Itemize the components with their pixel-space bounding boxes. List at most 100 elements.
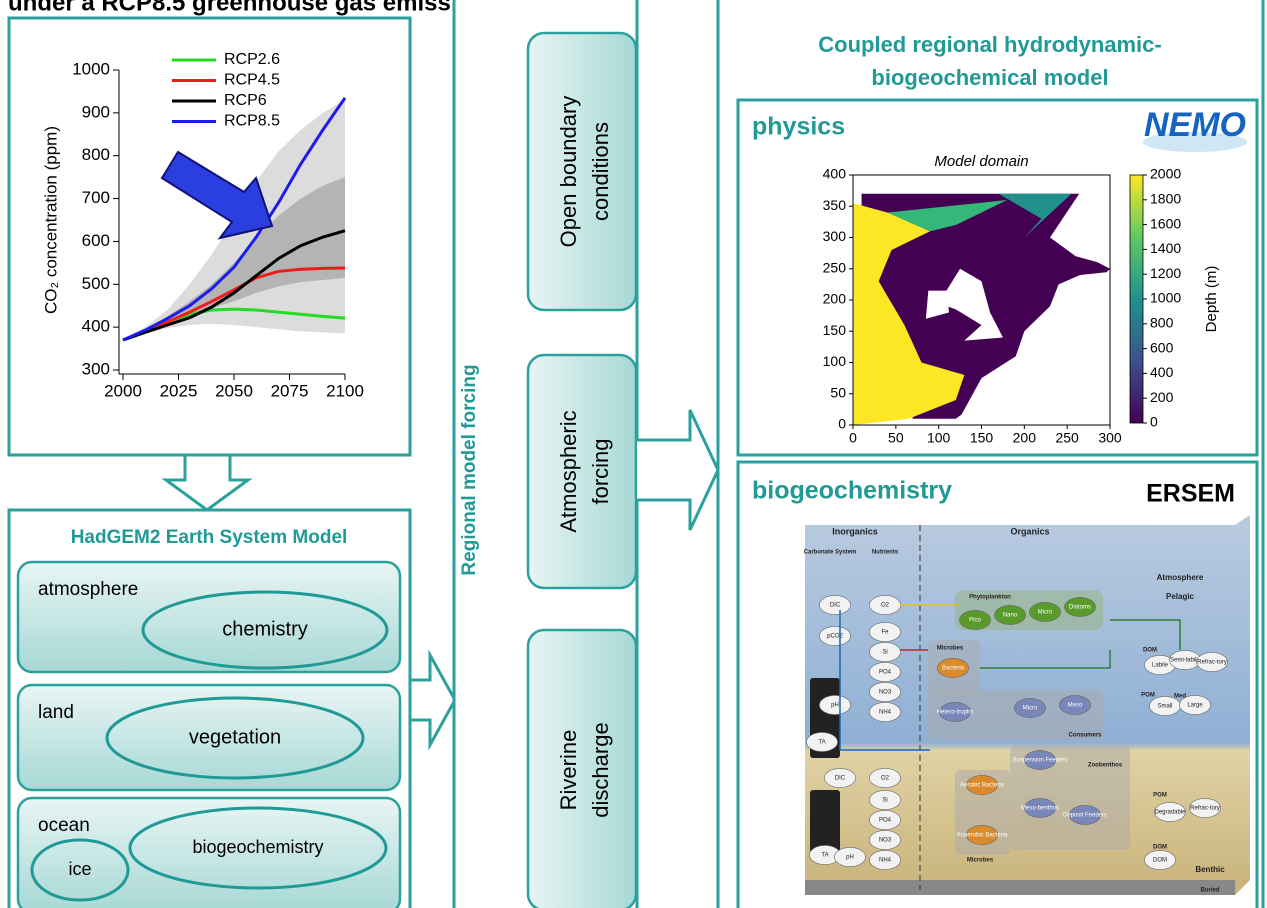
ersem-node [869, 702, 901, 722]
colorbar-tick-label: 1200 [1150, 265, 1181, 281]
esm-subcomponent-label: vegetation [189, 726, 281, 748]
esm-component-label: atmosphere [38, 579, 138, 600]
ersem-label: Diatoms [1069, 605, 1091, 611]
forcing-box [526, 628, 638, 908]
flux-arrow [1110, 619, 1181, 650]
esm-subcomponent [128, 806, 388, 890]
ersem-node [1069, 805, 1101, 825]
y-tick-label: 900 [82, 102, 110, 121]
x-tick-label: 150 [970, 430, 994, 446]
y-tick-label: 500 [82, 274, 110, 293]
ersem-node [939, 702, 971, 722]
colorbar-tick-label: 1800 [1150, 191, 1181, 207]
ersem-label: Hetero-trophs [937, 710, 974, 716]
ersem-label: Phytoplankton [969, 595, 1011, 601]
model-title-line: Coupled regional hydrodynamic- [818, 32, 1161, 57]
ersem-label: Nano [1003, 613, 1018, 619]
ersem-label: Meso [1068, 703, 1083, 709]
series-line [122, 266, 346, 342]
x-tick-label: 250 [1055, 430, 1079, 446]
nemo-logo: NEMO [1144, 106, 1246, 144]
y-tick-label: 400 [82, 317, 110, 336]
ersem-label: Microbes [937, 646, 964, 652]
x-tick-label: 50 [888, 430, 904, 446]
y-tick-label: 0 [838, 416, 846, 432]
forcing-label: Atmospheric [556, 410, 581, 532]
esm-component-box [16, 796, 402, 908]
legend-label: RCP4.5 [224, 72, 280, 89]
x-tick-label: 2075 [271, 381, 309, 400]
ersem-node [834, 847, 866, 867]
ersem-node [806, 732, 838, 752]
ersem-node [1144, 850, 1176, 870]
ersem-node [824, 768, 856, 788]
depth-map: Model domain 0 50 100 150 200 250 300 0 50 100 150 2… [823, 153, 1220, 446]
ersem-label: NO3 [879, 838, 892, 844]
ersem-node [819, 626, 851, 646]
ersem-label: Anaerobic Bacteria [957, 833, 1008, 839]
ersem-label: DIC [835, 776, 846, 782]
ersem-node [1024, 798, 1056, 818]
ersem-label: Pelagic [1166, 592, 1195, 601]
co2-chart: 300 400 500 600 700 800 900 1000 2000 2025 2050 207… [41, 51, 363, 400]
esm-title: HadGEM2 Earth System Model [71, 527, 348, 548]
forcing-items: Open boundary conditions Atmospheric forcin… [526, 31, 638, 908]
flux-arrow [980, 650, 1111, 669]
colorbar-tick-label: 400 [1150, 364, 1174, 380]
ersem-label: Benthic [1195, 865, 1225, 874]
ersem-label: Si [882, 798, 887, 804]
esm-subcomponent [141, 590, 389, 670]
forcing-label: discharge [588, 722, 613, 817]
ersem-label: Large [1187, 703, 1203, 709]
ersem-label: Micro [1023, 706, 1038, 712]
colorbar-tick-label: 1600 [1150, 215, 1181, 231]
ersem-node [1154, 802, 1186, 822]
right-arrow [408, 649, 457, 751]
ersem-node [869, 642, 901, 662]
forcing-label: conditions [588, 122, 613, 221]
ersem-label: ERSEM [1146, 480, 1235, 508]
ersem-node [1059, 695, 1091, 715]
esm-components: atmosphere chemistry land vegetation ocean bi… [16, 560, 402, 908]
y-tick-label: 300 [823, 228, 847, 244]
ersem-label: Small [1157, 704, 1172, 710]
ersem-label: Microbes [967, 858, 994, 864]
land-europe [955, 271, 1110, 425]
ersem-label: pH [831, 703, 839, 709]
uncertainty-band [123, 177, 345, 340]
colorbar-tick-label: 800 [1150, 315, 1174, 331]
ersem-node [869, 850, 901, 870]
ersem-label: Aerobic Bacteria [960, 783, 1005, 789]
ersem-node [869, 830, 901, 850]
carbonate-box [810, 790, 840, 860]
ersem-label: Refrac-tory [1197, 660, 1227, 666]
ersem-node [1179, 695, 1211, 715]
flux-arrow [839, 610, 930, 751]
y-tick-label: 600 [82, 231, 110, 250]
esm-component-label: land [38, 702, 74, 723]
x-tick-label: 2100 [326, 381, 364, 400]
y-tick-label: 250 [823, 259, 847, 275]
model-title-line: biogeochemical model [871, 65, 1108, 90]
ersem-label: Pico [969, 618, 981, 624]
ersem-label: NH4 [879, 710, 892, 716]
y-tick-label: 200 [823, 291, 847, 307]
ersem-label: Med [1174, 694, 1186, 700]
ersem-label: Buried [1200, 888, 1219, 894]
colorbar [1129, 174, 1144, 424]
ersem-label: TA [821, 853, 828, 859]
x-tick-label: 100 [927, 430, 951, 446]
y-tick-label: 50 [830, 384, 846, 400]
esm-subcomponent-label: ice [68, 859, 91, 879]
ersem-node [1189, 798, 1221, 818]
ersem-label: Refrac-tory [1190, 806, 1220, 812]
ersem-node [1064, 597, 1096, 617]
ersem-label: Deposit Feeders [1063, 813, 1107, 819]
x-tick-label: 2000 [104, 381, 142, 400]
sediment [805, 880, 1235, 895]
group-box [1010, 745, 1130, 850]
colorbar-tick-label: 2000 [1150, 166, 1181, 182]
ersem-node [869, 810, 901, 830]
y-tick-label: 150 [823, 322, 847, 338]
